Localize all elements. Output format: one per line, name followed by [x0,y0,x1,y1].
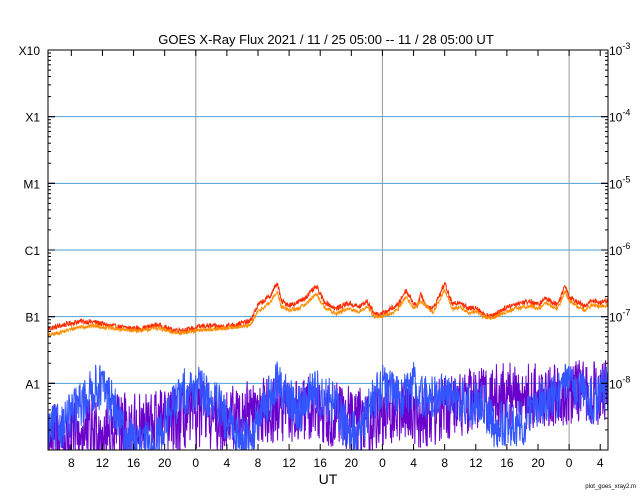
chart-title: GOES X-Ray Flux 2021 / 11 / 25 05:00 -- … [158,32,494,47]
left-axis-label: B1 [25,311,40,325]
right-axis-label-exponent: -3 [622,41,630,51]
left-axis-labels: X10 X1 M1 C1 B1 A1 [19,44,41,391]
right-axis-label-mantissa: 10 [609,311,623,325]
series-line [47,360,609,451]
left-axis-label: X10 [19,44,41,58]
x-tick-label: 4 [597,456,604,470]
x-tick-label: 0 [192,456,199,470]
x-tick-label: 20 [345,456,359,470]
right-axis-label-mantissa: 10 [609,177,623,191]
x-tick-labels: 8 12 16 20 0 4 8 12 16 20 0 4 8 12 16 20 0 4 [68,456,604,470]
right-axis-label-exponent: -4 [622,108,630,118]
plot-credit: plot_goes_xray2.m [585,484,636,490]
x-tick-label: 20 [531,456,545,470]
x-axis-label: UT [319,471,338,487]
x-tick-label: 4 [224,456,231,470]
right-axis-label: 10-3 [609,41,630,58]
right-axis-label-exponent: -8 [622,374,630,384]
right-axis-label-exponent: -7 [622,308,630,318]
right-axis-label: 10-6 [609,241,630,258]
gridlines [48,116,608,384]
x-tick-label: 4 [410,456,417,470]
right-axis-label-mantissa: 10 [609,244,623,258]
left-axis-label: X1 [25,111,40,125]
series-lines [47,282,609,451]
left-axis-label: C1 [25,244,41,258]
x-tick-label: 8 [441,456,448,470]
series-line [47,361,609,451]
axis-ticks [48,49,608,451]
x-tick-label: 0 [379,456,386,470]
x-tick-label: 16 [127,456,141,470]
right-axis-label: 10-5 [609,174,630,191]
x-tick-label: 12 [282,456,296,470]
series-line [47,289,609,338]
right-axis-label-exponent: -5 [622,174,630,184]
right-axis-label: 10-4 [609,108,630,125]
right-axis-label-mantissa: 10 [609,377,623,391]
x-tick-label: 0 [566,456,573,470]
right-axis-label: 10-7 [609,308,630,325]
left-axis-label: M1 [23,177,40,191]
x-tick-label: 12 [96,456,110,470]
left-axis-label: A1 [25,377,40,391]
right-axis-label-mantissa: 10 [609,44,623,58]
x-tick-label: 12 [469,456,483,470]
x-tick-label: 8 [255,456,262,470]
x-tick-label: 16 [500,456,514,470]
right-axis-label-mantissa: 10 [609,111,623,125]
right-axis-label: 10-8 [609,374,630,391]
right-axis-labels: 10-310-410-510-610-710-8 [609,41,630,391]
x-tick-label: 8 [68,456,75,470]
x-tick-label: 16 [314,456,328,470]
x-tick-label: 20 [158,456,172,470]
right-axis-label-exponent: -6 [622,241,630,251]
